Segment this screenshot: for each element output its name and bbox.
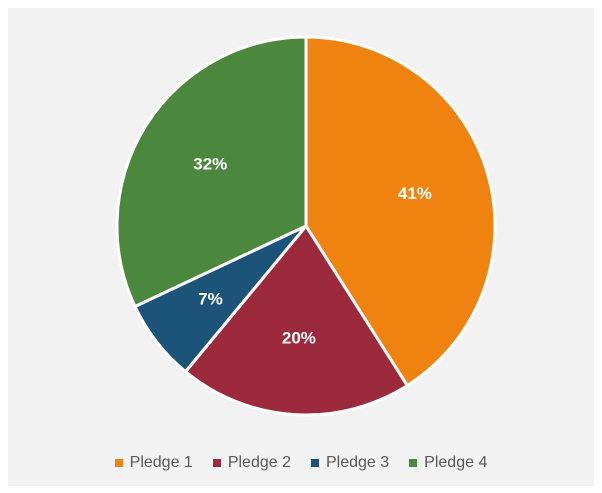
legend-label-pledge-1: Pledge 1 bbox=[129, 454, 193, 471]
legend: Pledge 1 Pledge 2 Pledge 3 Pledge 4 bbox=[8, 454, 594, 472]
legend-swatch-pledge-3 bbox=[311, 459, 319, 467]
legend-label-pledge-2: Pledge 2 bbox=[227, 454, 291, 471]
legend-item-pledge-1: Pledge 1 bbox=[114, 454, 193, 472]
legend-item-pledge-2: Pledge 2 bbox=[212, 454, 291, 472]
data-label-pledge-4: 32% bbox=[193, 155, 227, 174]
data-label-pledge-1: 41% bbox=[398, 184, 432, 203]
legend-item-pledge-3: Pledge 3 bbox=[311, 454, 389, 472]
pie-slice-pledge-2 bbox=[184, 224, 409, 417]
legend-label-pledge-3: Pledge 3 bbox=[326, 454, 390, 471]
pie-chart: 41% 20% 7% 32% bbox=[115, 35, 497, 417]
pie-slice-pledge-4 bbox=[115, 35, 308, 308]
legend-swatch-pledge-2 bbox=[212, 459, 221, 467]
legend-label-pledge-4: Pledge 4 bbox=[424, 454, 488, 471]
data-label-pledge-2: 20% bbox=[282, 329, 316, 348]
legend-item-pledge-4: Pledge 4 bbox=[409, 454, 487, 472]
chart-area: 41% 20% 7% 32% Pledge 1 Pledge 2 Pledge 3 P… bbox=[8, 8, 594, 486]
legend-swatch-pledge-1 bbox=[114, 459, 123, 467]
legend-swatch-pledge-4 bbox=[409, 459, 418, 467]
data-label-pledge-3: 7% bbox=[198, 290, 223, 309]
